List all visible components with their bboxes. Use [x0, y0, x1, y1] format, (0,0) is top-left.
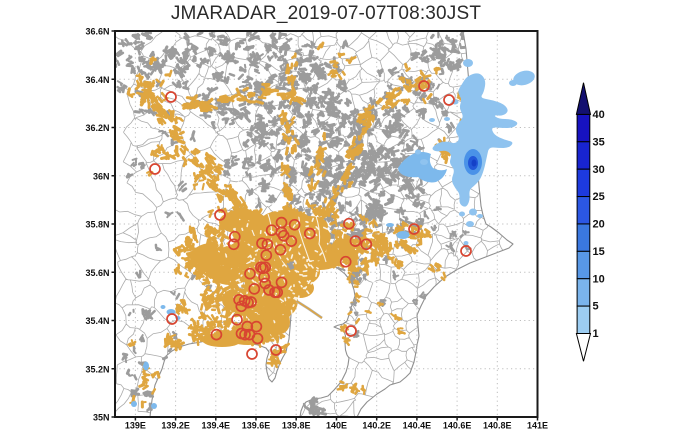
svg-text:139E: 139E: [125, 421, 146, 431]
svg-text:36.4N: 36.4N: [85, 75, 109, 85]
svg-text:140.6E: 140.6E: [443, 421, 472, 431]
svg-text:15: 15: [593, 246, 605, 258]
svg-text:35: 35: [593, 136, 605, 148]
svg-text:JMARADAR_2019-07-07T08:30JST: JMARADAR_2019-07-07T08:30JST: [171, 3, 481, 24]
svg-text:10: 10: [593, 273, 605, 285]
svg-text:140.4E: 140.4E: [403, 421, 432, 431]
svg-text:5: 5: [593, 301, 599, 313]
svg-text:35.4N: 35.4N: [85, 316, 109, 326]
svg-text:141E: 141E: [527, 421, 548, 431]
svg-text:40: 40: [593, 109, 605, 121]
svg-text:25: 25: [593, 191, 605, 203]
svg-text:36N: 36N: [93, 171, 110, 181]
svg-text:35.8N: 35.8N: [85, 220, 109, 230]
svg-text:140.8E: 140.8E: [483, 421, 512, 431]
svg-text:20: 20: [593, 219, 605, 231]
svg-text:35N: 35N: [93, 413, 110, 423]
svg-text:139.2E: 139.2E: [161, 421, 190, 431]
svg-text:139.6E: 139.6E: [242, 421, 271, 431]
svg-text:140.2E: 140.2E: [362, 421, 391, 431]
svg-text:139.8E: 139.8E: [282, 421, 311, 431]
svg-text:35.2N: 35.2N: [85, 364, 109, 374]
svg-text:30: 30: [593, 164, 605, 176]
svg-text:140E: 140E: [326, 421, 347, 431]
svg-text:1: 1: [593, 328, 599, 340]
svg-text:35.6N: 35.6N: [85, 268, 109, 278]
svg-text:36.2N: 36.2N: [85, 123, 109, 133]
svg-text:36.6N: 36.6N: [85, 27, 109, 37]
svg-text:139.4E: 139.4E: [202, 421, 231, 431]
